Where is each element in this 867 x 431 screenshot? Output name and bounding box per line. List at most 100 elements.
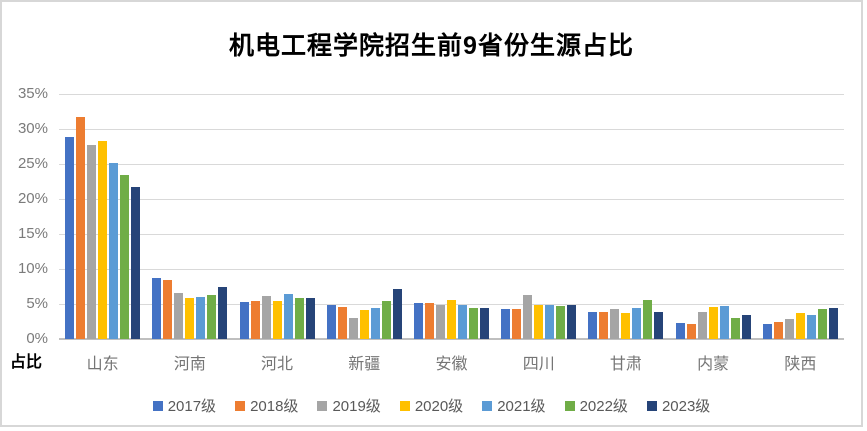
- x-category-label: 四川: [522, 356, 555, 373]
- gridline: [59, 164, 844, 165]
- legend-swatch-icon: [564, 400, 575, 411]
- gridline: [59, 269, 844, 270]
- y-tick-label: 25%: [17, 155, 48, 172]
- y-tick-label: 20%: [17, 190, 48, 207]
- legend-item-2017级: 2017级: [152, 395, 217, 416]
- legend-label: 2018级: [250, 398, 299, 415]
- bar-2023级-甘肃: [654, 312, 664, 339]
- bar-2020级-安徽: [447, 299, 456, 339]
- bar-2022级-四川: [556, 306, 566, 339]
- bar-2020级-河南: [185, 298, 195, 339]
- bar-2021级-安徽: [458, 304, 467, 339]
- bar-2018级-四川: [512, 308, 522, 339]
- bar-2019级-山东: [87, 145, 97, 339]
- legend-label: 2020级: [414, 398, 464, 415]
- bar-2017级-甘肃: [588, 311, 598, 339]
- plot-area: [59, 94, 844, 340]
- bar-2017级-新疆: [326, 305, 336, 339]
- bar-2018级-安徽: [425, 302, 434, 339]
- bar-2017级-内蒙: [675, 322, 685, 339]
- bar-2020级-山东: [98, 140, 108, 339]
- bar-2021级-内蒙: [719, 306, 729, 339]
- bar-2023级-四川: [567, 305, 577, 339]
- bar-2023级-内蒙: [741, 315, 751, 339]
- bar-2019级-陕西: [784, 319, 794, 339]
- gridline: [59, 199, 844, 200]
- bar-2019级-内蒙: [697, 312, 707, 339]
- bar-2022级-新疆: [381, 301, 391, 339]
- bar-2022级-河北: [294, 298, 304, 339]
- legend-swatch-icon: [235, 400, 246, 411]
- bar-2018级-山东: [76, 117, 86, 339]
- legend-item-2018级: 2018级: [235, 395, 298, 416]
- gridline: [59, 234, 844, 235]
- y-tick-label: 15%: [17, 225, 48, 242]
- bar-2023级-河北: [305, 297, 315, 339]
- bar-2018级-内蒙: [686, 323, 696, 339]
- x-category-label: 甘肃: [609, 356, 642, 373]
- bar-2018级-陕西: [773, 321, 783, 339]
- y-tick-label: 30%: [17, 120, 48, 137]
- bar-2018级-河南: [163, 280, 173, 339]
- x-category-label: 山东: [86, 356, 119, 373]
- bar-2017级-山东: [65, 137, 75, 339]
- x-category-label: 安徽: [435, 356, 468, 373]
- bar-2019级-河北: [261, 296, 271, 339]
- bar-2018级-新疆: [337, 306, 347, 339]
- bar-2023级-河南: [218, 287, 228, 339]
- bar-2020级-新疆: [359, 310, 369, 339]
- bar-2017级-安徽: [414, 303, 423, 339]
- legend-swatch-icon: [152, 400, 163, 411]
- legend-swatch-icon: [317, 400, 328, 411]
- bar-2021级-河北: [283, 293, 293, 339]
- legend-item-2023级: 2023级: [646, 395, 711, 416]
- bar-2017级-河南: [152, 278, 162, 339]
- bar-2022级-陕西: [817, 308, 827, 339]
- x-axis-line: [59, 338, 844, 340]
- bar-2021级-陕西: [806, 315, 816, 339]
- legend-swatch-icon: [646, 400, 657, 411]
- legend-item-2022级: 2022级: [564, 395, 628, 416]
- bar-2020级-甘肃: [621, 313, 631, 339]
- bar-2019级-四川: [523, 294, 533, 339]
- bar-2019级-甘肃: [610, 308, 620, 339]
- legend-label: 2017级: [167, 398, 217, 415]
- y-tick-label: 10%: [17, 260, 48, 277]
- legend-item-2019级: 2019级: [317, 395, 381, 416]
- bar-2020级-陕西: [795, 313, 805, 339]
- legend-label: 2022级: [579, 398, 628, 415]
- y-tick-label: 35%: [17, 85, 48, 102]
- bar-2021级-四川: [545, 304, 555, 339]
- bar-2022级-河南: [207, 294, 217, 339]
- x-category-label: 陕西: [784, 356, 817, 373]
- bar-2023级-山东: [131, 187, 141, 339]
- bar-2018级-甘肃: [599, 312, 609, 339]
- bar-2017级-河北: [239, 301, 249, 339]
- bar-2018级-河北: [250, 301, 260, 339]
- y-axis-title: 占比: [10, 354, 43, 371]
- bar-2017级-四川: [501, 308, 511, 339]
- bar-2019级-安徽: [436, 304, 445, 339]
- bar-2023级-新疆: [392, 288, 402, 339]
- gridline: [59, 129, 844, 130]
- bar-2022级-内蒙: [730, 318, 740, 339]
- gridline: [59, 94, 844, 95]
- x-category-label: 河北: [261, 356, 294, 373]
- bar-2021级-山东: [109, 162, 119, 339]
- bar-2020级-内蒙: [708, 306, 718, 339]
- bar-2023级-陕西: [828, 307, 838, 339]
- x-category-label: 河南: [173, 356, 206, 373]
- bar-2021级-河南: [196, 297, 206, 339]
- legend-swatch-icon: [482, 400, 493, 411]
- bar-2020级-河北: [272, 301, 282, 339]
- chart-title: 机电工程学院招生前9省份生源占比: [229, 32, 634, 60]
- bar-2017级-陕西: [762, 324, 772, 339]
- legend-item-2021级: 2021级: [482, 395, 546, 416]
- x-category-label: 内蒙: [697, 356, 730, 373]
- legend-label: 2023级: [661, 398, 711, 415]
- legend-label: 2019级: [332, 398, 381, 415]
- bar-2019级-河南: [174, 292, 184, 339]
- legend-label: 2021级: [497, 398, 546, 415]
- bar-2021级-甘肃: [632, 308, 642, 339]
